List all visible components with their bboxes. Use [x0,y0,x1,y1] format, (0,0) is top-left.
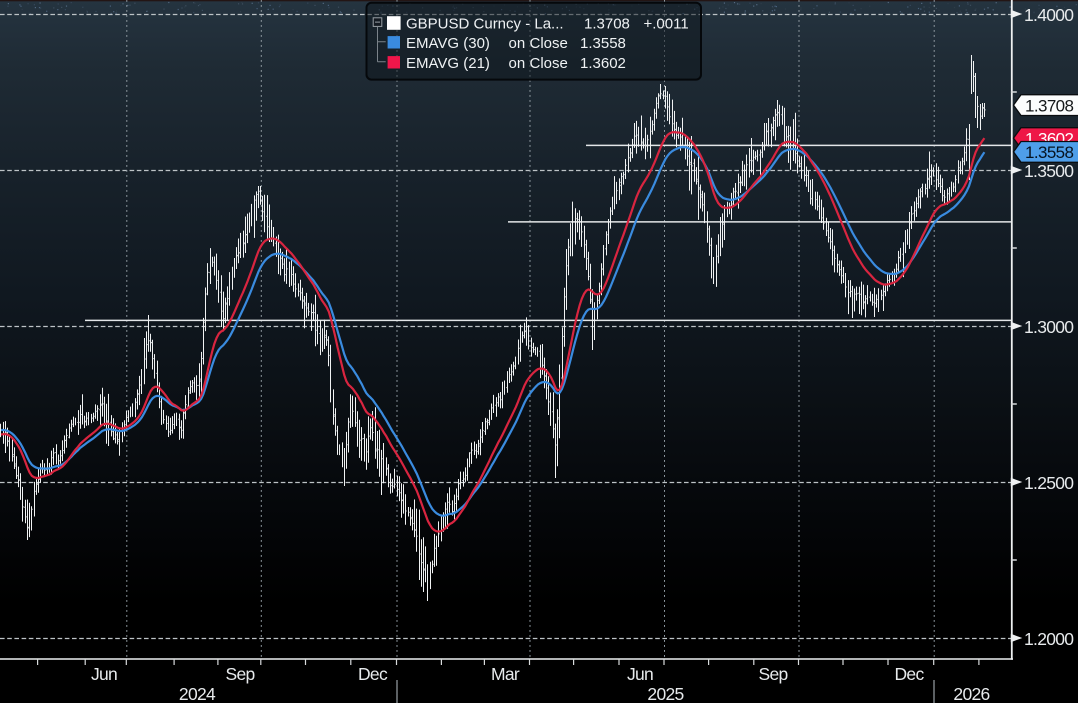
svg-text:1.3708: 1.3708 [1025,96,1074,115]
svg-text:Close: Close [530,55,568,72]
svg-text:1.3602: 1.3602 [580,55,626,72]
svg-text:on: on [509,35,526,52]
svg-text:Sep: Sep [758,664,787,684]
svg-text:1.3558: 1.3558 [1025,143,1074,162]
svg-text:2024: 2024 [179,684,216,703]
svg-text:1.3000: 1.3000 [1024,317,1074,337]
svg-text:Sep: Sep [225,664,254,684]
svg-text:1.3708: 1.3708 [584,15,630,32]
svg-text:2025: 2025 [647,684,683,703]
svg-text:Mar: Mar [491,664,520,684]
svg-text:+.0011: +.0011 [644,15,689,32]
svg-text:1.3558: 1.3558 [580,35,626,52]
svg-text:1.3500: 1.3500 [1024,161,1074,181]
svg-text:Dec: Dec [894,664,924,684]
svg-text:1.4000: 1.4000 [1024,5,1074,25]
svg-text:Jun: Jun [627,664,653,684]
svg-text:Jun: Jun [91,664,117,684]
svg-text:EMAVG (30): EMAVG (30) [406,35,490,52]
svg-text:GBPUSD Curncy - La...: GBPUSD Curncy - La... [406,15,564,32]
svg-text:Close: Close [530,35,568,52]
svg-text:1.2000: 1.2000 [1024,629,1074,649]
svg-text:2026: 2026 [953,684,989,703]
svg-text:Dec: Dec [358,664,388,684]
svg-text:EMAVG (21): EMAVG (21) [406,55,490,72]
svg-text:on: on [509,55,526,72]
svg-text:1.2500: 1.2500 [1024,473,1074,493]
